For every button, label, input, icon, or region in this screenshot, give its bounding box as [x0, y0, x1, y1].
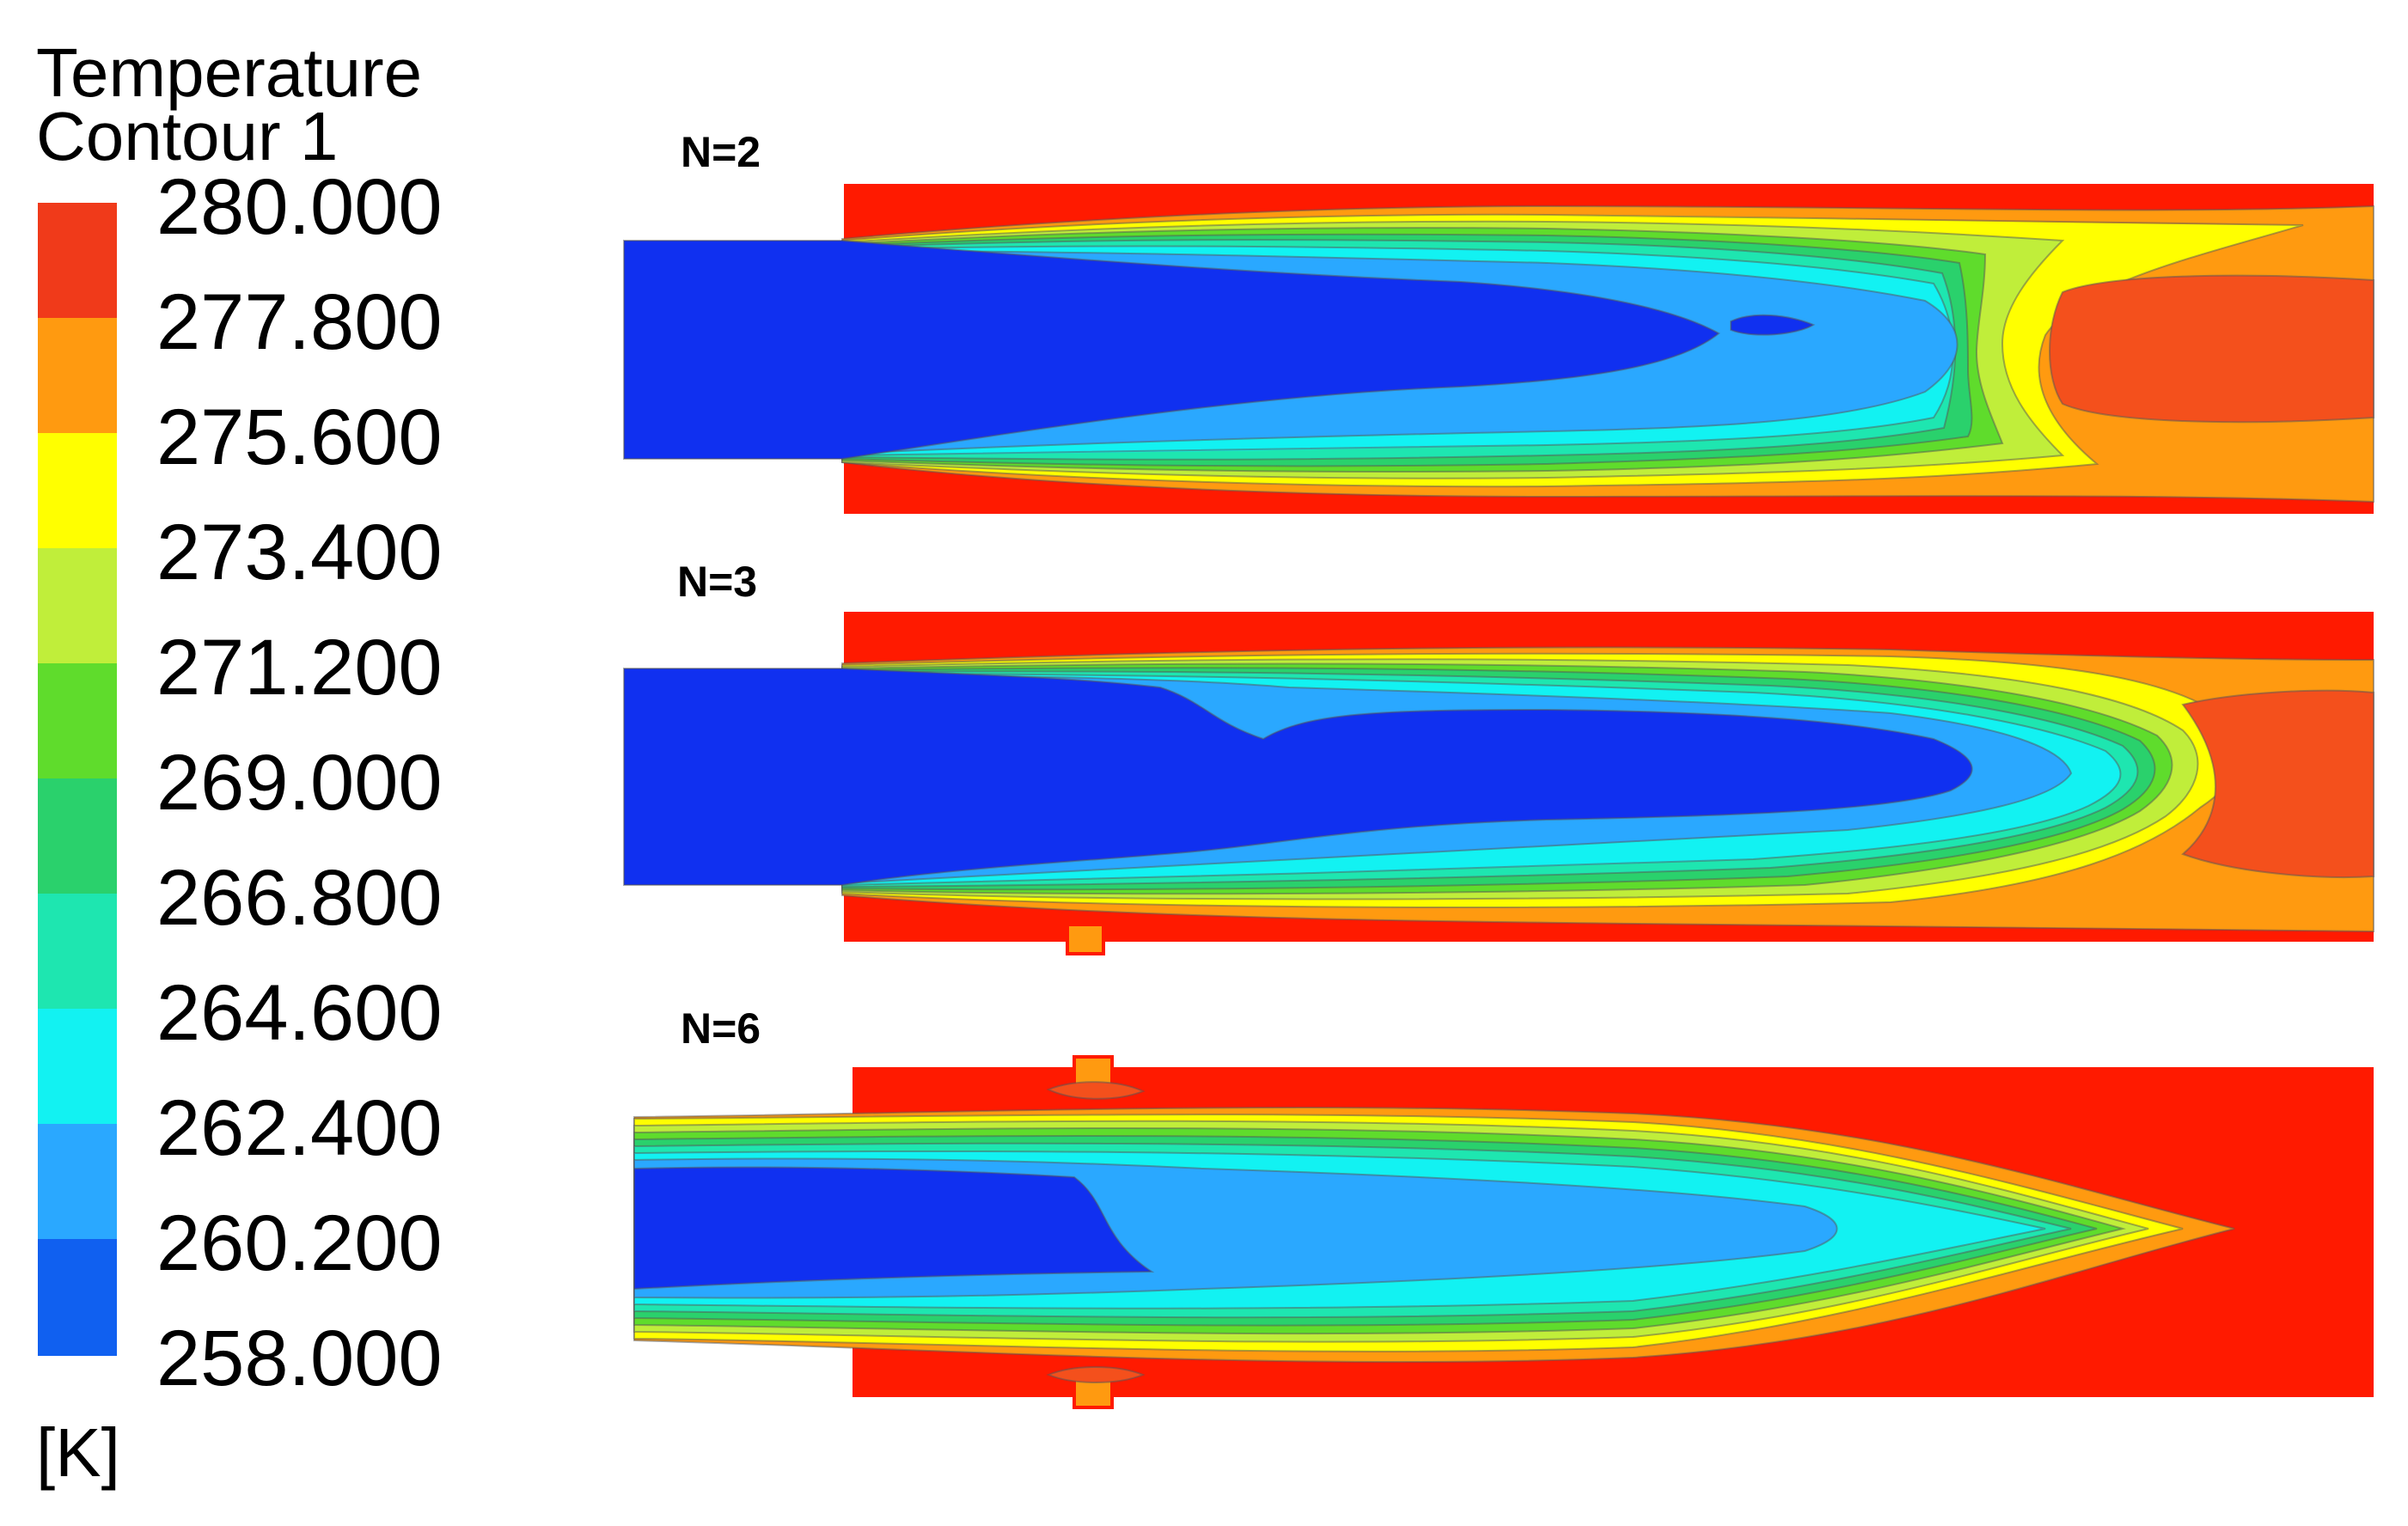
colorbar-band-10 [38, 1239, 117, 1356]
colorbar-band-9 [38, 1124, 117, 1240]
colorbar-band-8 [38, 1009, 117, 1125]
legend-tick-label: 264.600 [156, 969, 443, 1057]
zone-278-injector-bottom [1046, 1366, 1146, 1383]
zone-260-core [623, 668, 1973, 886]
colorbar-band-7 [38, 894, 117, 1010]
legend-tick-label: 258.000 [156, 1315, 443, 1402]
zone-278-hot-core [2049, 274, 2374, 424]
legend-ticks: 280.000 277.800 275.600 273.400 271.200 … [156, 163, 443, 1402]
contour-panel-n2: N=2 [623, 128, 2374, 514]
case-label-n6: N=6 [681, 1004, 761, 1053]
colorbar-band-1 [38, 203, 117, 319]
legend-tick-label: 266.800 [156, 854, 443, 942]
contour-panel-n3: N=3 [623, 558, 2374, 955]
legend-title-line1: Temperature [36, 34, 422, 111]
colorbar-band-5 [38, 663, 117, 779]
case-label-n3: N=3 [677, 558, 757, 606]
colorbar-band-6 [38, 778, 117, 894]
legend-tick-label: 262.400 [156, 1084, 443, 1172]
contour-panel-n6: N=6 [633, 1004, 2374, 1409]
legend-tick-label: 269.000 [156, 739, 443, 827]
zone-260-core [633, 1166, 1155, 1291]
legend-unit: [K] [36, 1414, 120, 1491]
legend-tick-label: 260.200 [156, 1199, 443, 1287]
colorbar-band-3 [38, 433, 117, 549]
zone-278-hot-core [2181, 689, 2374, 878]
zone-260-core [623, 240, 1720, 460]
legend-tick-label: 273.400 [156, 509, 443, 596]
legend-tick-label: 275.600 [156, 394, 443, 481]
legend-colorbar [38, 203, 117, 1356]
zone-260-islet [1730, 314, 1816, 336]
zone-278-injector-top [1046, 1081, 1146, 1100]
legend-tick-label: 280.000 [156, 163, 443, 251]
legend-title-line2: Contour 1 [36, 98, 338, 174]
colorbar-band-4 [38, 548, 117, 664]
legend-tick-label: 271.200 [156, 624, 443, 711]
case-label-n2: N=2 [681, 128, 761, 176]
colorbar-band-2 [38, 318, 117, 434]
legend-tick-label: 277.800 [156, 278, 443, 366]
injector-bottom-n3 [1066, 923, 1105, 955]
legend: Temperature Contour 1 280.000 277.800 27… [36, 34, 443, 1491]
